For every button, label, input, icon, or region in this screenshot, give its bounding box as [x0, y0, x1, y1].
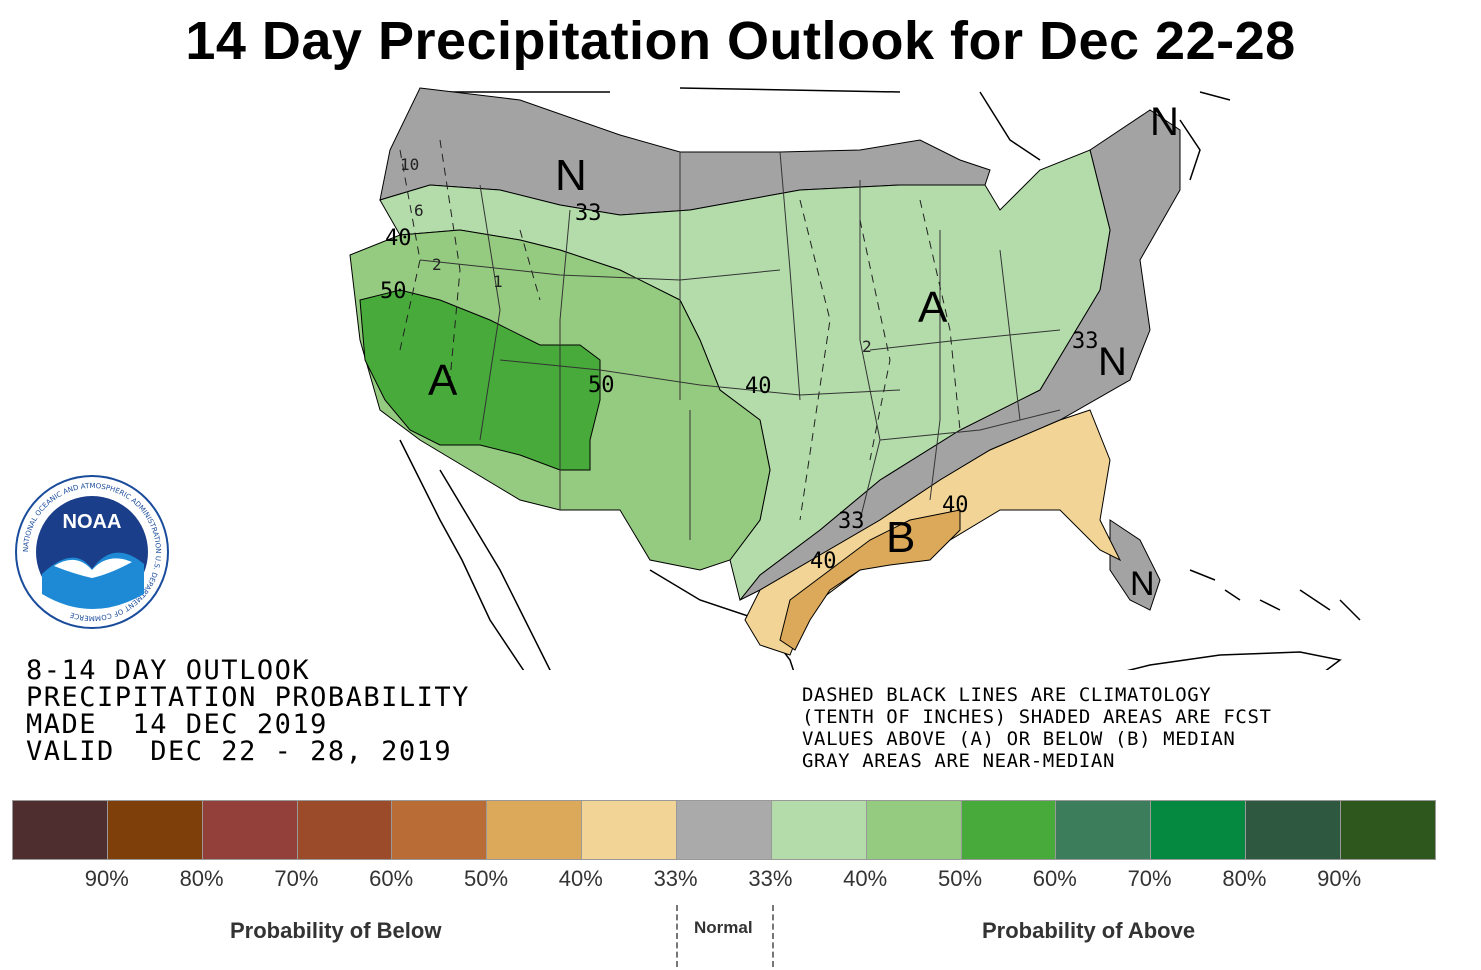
precipitation-map: A A B N N N N 50 40 50 40 33 33 33 40 40…	[349, 87, 1361, 670]
colorbar-cell	[1246, 801, 1342, 859]
contour-label: 50	[588, 373, 615, 398]
colorbar-ticks: 90% 80% 70% 60% 50% 40% 33% 33% 40% 50% 60% 70% 80% 9…	[0, 866, 1481, 896]
outlook-line: MADE 14 DEC 2019	[26, 709, 328, 740]
noaa-logo: NATIONAL OCEANIC AND ATMOSPHERIC ADMINIS…	[15, 475, 169, 629]
legend-line: VALUES ABOVE (A) OR BELOW (B) MEDIAN	[802, 728, 1236, 750]
page-title: 14 Day Precipitation Outlook for Dec 22-…	[185, 11, 1296, 71]
below-40-zone	[779, 509, 961, 651]
colorbar-tick-label: 80%	[1222, 866, 1267, 891]
colorbar-tick-label: 70%	[1127, 866, 1172, 891]
above-50-zone	[359, 289, 601, 471]
climatology-lines	[399, 139, 961, 521]
legend-line: DASHED BLACK LINES ARE CLIMATOLOGY	[802, 684, 1212, 706]
colorbar-cell	[202, 801, 298, 859]
legend-line: (TENTH OF INCHES) SHADED AREAS ARE FCST	[802, 706, 1272, 728]
colorbar-tick-label: 60%	[1032, 866, 1077, 891]
map-category-label: N	[555, 151, 587, 200]
colorbar-cell	[297, 801, 393, 859]
colorbar-cell	[961, 801, 1057, 859]
legend-line: GRAY AREAS ARE NEAR-MEDIAN	[802, 750, 1116, 772]
colorbar-cell	[771, 801, 867, 859]
caption-probability-above: Probability of Above	[982, 918, 1196, 943]
caption-normal: Normal	[694, 918, 753, 937]
colorbar-tick-label: 33%	[653, 866, 698, 891]
contour-label: 33	[838, 509, 865, 534]
colorbar-tick-label: 90%	[84, 866, 129, 891]
contour-label: 40	[745, 374, 772, 399]
map-legend-text: DASHED BLACK LINES ARE CLIMATOLOGY (TENTH…	[802, 684, 1272, 772]
climatology-label: 2	[432, 255, 442, 274]
contour-label: 40	[942, 493, 969, 518]
climatology-label: 2	[862, 337, 872, 356]
climatology-label: 6	[414, 201, 424, 220]
climatology-label: 1	[493, 272, 503, 291]
normal-divider-right	[772, 905, 774, 967]
colorbar-cell	[1151, 801, 1247, 859]
map-category-label: A	[918, 283, 948, 332]
contour-label: 33	[575, 201, 602, 226]
caption-probability-below: Probability of Below	[230, 918, 442, 943]
contour-label: 33	[1072, 329, 1099, 354]
map-category-label: B	[886, 513, 915, 562]
colorbar-tick-label: 80%	[179, 866, 224, 891]
map-category-label: N	[1098, 340, 1127, 384]
colorbar-cell	[866, 801, 962, 859]
colorbar-tick-label: 90%	[1317, 866, 1362, 891]
colorbar-cell	[13, 801, 108, 859]
colorbar-tick-label: 50%	[463, 866, 509, 891]
climatology-label: 10	[400, 155, 419, 174]
map-category-label: A	[428, 356, 458, 405]
colorbar-tick-label: 50%	[937, 866, 983, 891]
colorbar-tick-label: 70%	[274, 866, 319, 891]
outlook-info: 8-14 DAY OUTLOOK PRECIPITATION PROBABILIT…	[26, 657, 470, 765]
outlook-line: VALID DEC 22 - 28, 2019	[26, 736, 453, 767]
map-category-label: N	[1130, 565, 1155, 603]
colorbar-cell	[677, 801, 772, 859]
colorbar-tick-label: 40%	[843, 866, 888, 891]
colorbar-cell	[1341, 801, 1435, 859]
colorbar-cell	[107, 801, 203, 859]
contour-label: 50	[380, 279, 407, 304]
map-category-label: N	[1150, 100, 1179, 144]
gray-florida	[1109, 519, 1161, 611]
contour-label: 40	[385, 226, 412, 251]
colorbar-tick-label: 60%	[369, 866, 414, 891]
noaa-logo-text: NOAA	[63, 511, 122, 533]
probability-colorbar	[12, 800, 1436, 860]
contour-label: 40	[810, 549, 837, 574]
colorbar-cell	[392, 801, 488, 859]
state-borders	[419, 151, 1061, 540]
outlook-line: 8-14 DAY OUTLOOK	[26, 655, 311, 686]
normal-divider-left	[676, 905, 678, 967]
colorbar-tick-label: 40%	[558, 866, 603, 891]
colorbar-tick-label: 33%	[748, 866, 793, 891]
colorbar-cell	[1056, 801, 1152, 859]
colorbar-cell	[582, 801, 678, 859]
colorbar-cell	[487, 801, 583, 859]
outlook-line: PRECIPITATION PROBABILITY	[26, 682, 470, 713]
